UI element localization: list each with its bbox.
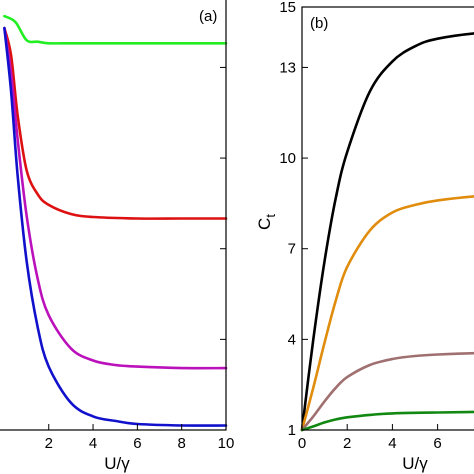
panel-a-series-2-line	[3, 26, 228, 220]
panel-a: 2 4 6 8 10 (a) U/γ	[0, 0, 234, 473]
panel-b-curves	[300, 32, 474, 432]
panel-b: 1 4 7 10 13 15 0 2 4 6 (b) U/γ Ct	[255, 0, 474, 473]
panel-a-plot-frame	[0, 0, 227, 431]
panel-b-y-axis-label: Ct	[255, 214, 278, 230]
panel-b-x-axis-label: U/γ	[402, 454, 428, 473]
panel-b-y-tick-label: 1	[288, 422, 296, 439]
panel-b-series-2-line	[300, 195, 474, 432]
panel-b-series-4-line	[300, 410, 474, 432]
panel-b-x-tick-label: 0	[298, 435, 306, 452]
panel-a-ticks: 2 4 6 8 10	[45, 66, 235, 452]
panel-a-series-3-line	[3, 26, 228, 370]
panel-b-ticks: 1 4 7 10 13 15 0 2 4 6	[279, 0, 441, 452]
panel-b-y-tick-label: 10	[279, 150, 296, 167]
panel-a-x-tick-label: 8	[178, 435, 186, 452]
panel-b-x-tick-label: 4	[388, 435, 396, 452]
panel-a-x-tick-label: 2	[45, 435, 53, 452]
panel-a-label: (a)	[199, 8, 217, 25]
panel-b-series-1-line	[300, 32, 474, 432]
panel-b-y-tick-label: 13	[279, 59, 296, 76]
panel-b-series-3-line	[300, 351, 474, 432]
panel-b-y-axis-label-main: C	[255, 218, 274, 230]
panel-a-curves	[3, 14, 228, 427]
panel-a-x-tick-label: 10	[218, 435, 235, 452]
panel-b-y-tick-label: 7	[288, 241, 296, 258]
panel-b-y-axis-label-sub: t	[263, 214, 278, 218]
panel-b-x-tick-label: 6	[433, 435, 441, 452]
panel-a-x-tick-label: 6	[133, 435, 141, 452]
panel-a-series-1-line	[3, 14, 228, 45]
panel-b-x-tick-label: 2	[343, 435, 351, 452]
panel-b-plot-frame	[301, 6, 474, 431]
panel-a-x-axis-label: U/γ	[104, 454, 130, 473]
panel-b-y-tick-label: 15	[279, 0, 296, 16]
panel-b-label: (b)	[310, 15, 328, 32]
panel-a-x-tick-label: 4	[89, 435, 97, 452]
panel-b-y-tick-label: 4	[288, 331, 296, 348]
